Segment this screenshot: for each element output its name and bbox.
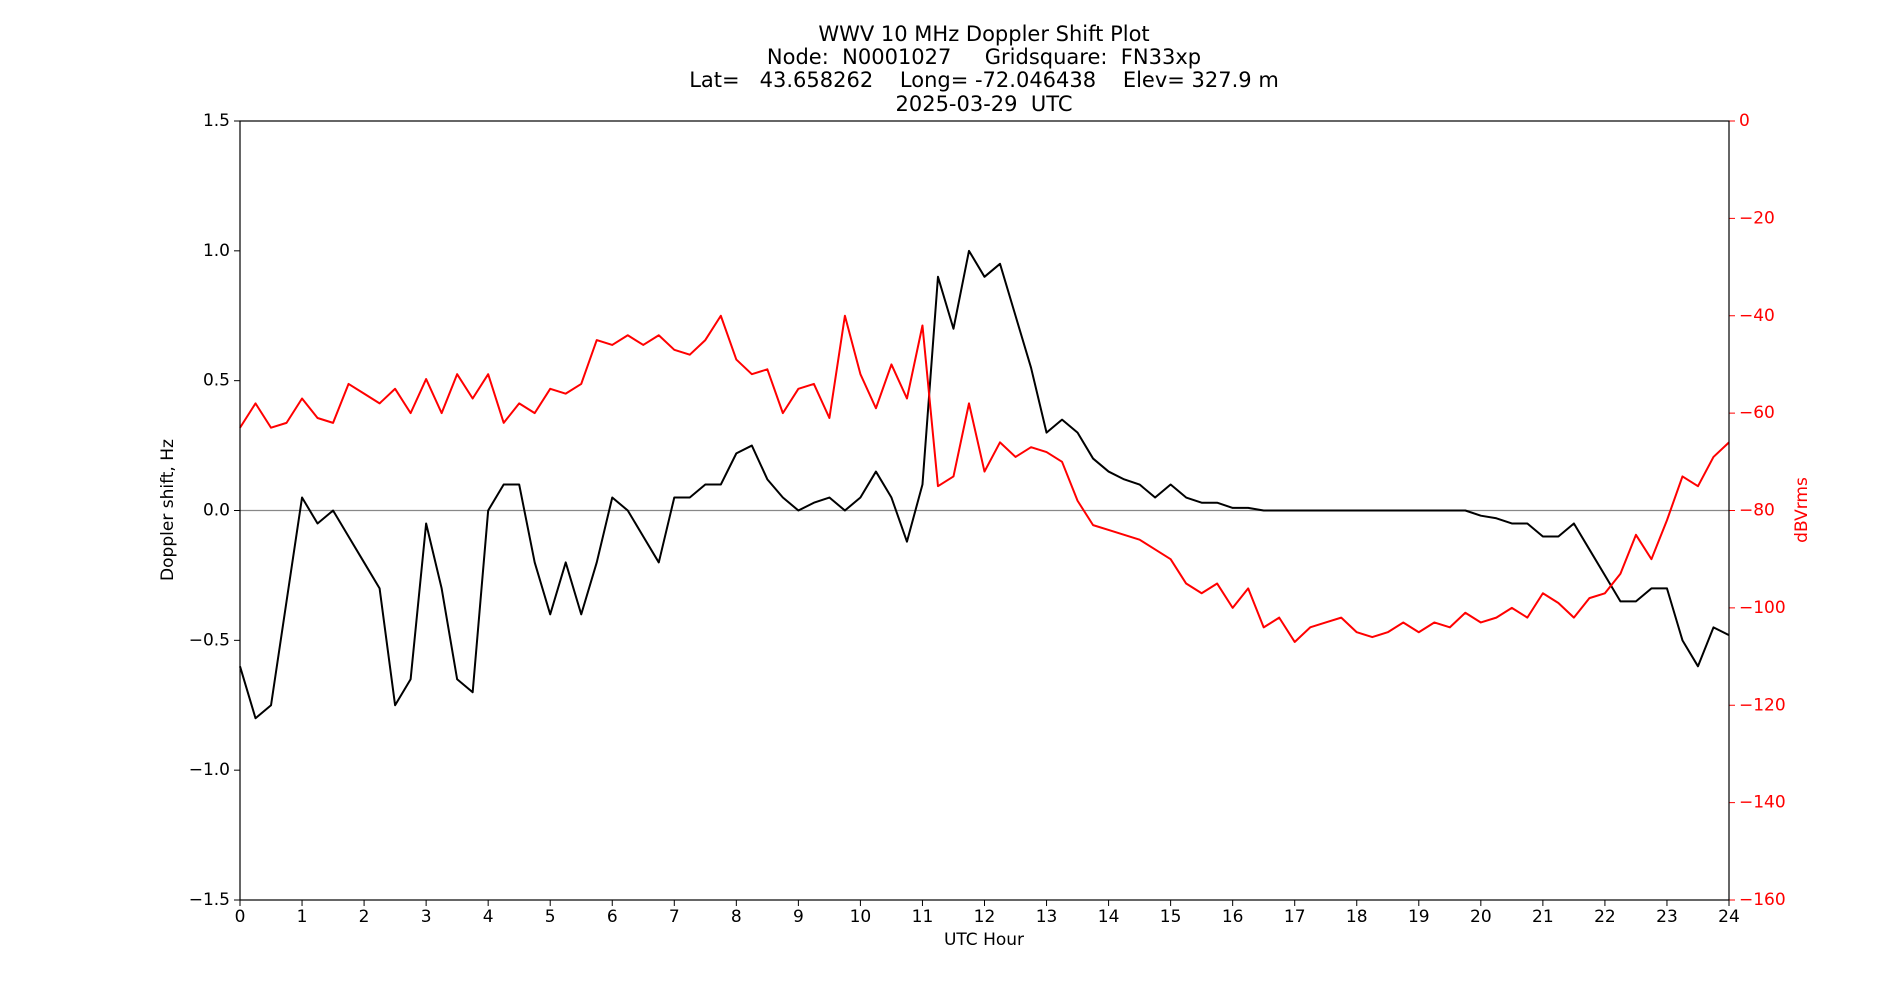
x-tick-label: 11 [912,907,934,927]
y2-tick-label: −140 [1739,793,1786,813]
x-tick-label: 23 [1656,907,1678,927]
x-tick-label: 19 [1408,907,1430,927]
x-tick-label: 6 [607,907,618,927]
x-tick-label: 22 [1594,907,1616,927]
plot-frame [239,120,1730,901]
y-tick-label: 0.5 [203,371,230,391]
chart-title: WWV 10 MHz Doppler Shift Plot [818,22,1149,46]
x-tick-label: 0 [235,907,246,927]
x-tick-label: 4 [483,907,494,927]
chart-subtitle: Lat= 43.658262 Long= -72.046438 Elev= 32… [689,68,1279,92]
x-tick-label: 10 [850,907,872,927]
y2-tick-label: −60 [1739,403,1775,423]
x-tick-label: 18 [1346,907,1368,927]
y2-axis-label: dBVrms [1792,477,1812,543]
x-tick-label: 14 [1098,907,1120,927]
x-tick-label: 5 [545,907,556,927]
x-tick-label: 13 [1036,907,1058,927]
x-tick-label: 8 [731,907,742,927]
y2-tick-label: −160 [1739,890,1786,910]
x-tick-label: 20 [1470,907,1492,927]
y-tick-label: −1.5 [189,890,230,910]
y-tick-label: 1.0 [203,241,230,261]
y-tick-label: −1.0 [189,760,230,780]
y-tick-label: 0.0 [203,501,230,521]
chart-subtitle: 2025-03-29 UTC [895,92,1072,116]
y2-tick-label: −100 [1739,598,1786,618]
y2-tick-label: −120 [1739,695,1786,715]
x-tick-label: 17 [1284,907,1306,927]
x-axis-label: UTC Hour [944,930,1024,950]
series-line [239,314,1730,643]
y-axis-label: Doppler shift, Hz [158,439,178,581]
x-tick-label: 12 [974,907,996,927]
x-tick-label: 15 [1160,907,1182,927]
x-tick-label: 16 [1222,907,1244,927]
x-tick-label: 24 [1718,907,1740,927]
y-tick-label: −0.5 [189,630,230,650]
y2-tick-label: 0 [1739,111,1750,131]
x-tick-label: 1 [297,907,308,927]
chart-subtitle: Node: N0001027 Gridsquare: FN33xp [767,45,1201,69]
y2-tick-label: −20 [1739,208,1775,228]
x-tick-label: 21 [1532,907,1554,927]
x-tick-label: 3 [421,907,432,927]
y2-tick-label: −40 [1739,306,1775,326]
x-tick-label: 7 [669,907,680,927]
y-tick-label: 1.5 [203,111,230,131]
x-tick-label: 2 [359,907,370,927]
series-line [239,249,1730,720]
x-tick-label: 9 [793,907,804,927]
y2-tick-label: −80 [1739,501,1775,521]
